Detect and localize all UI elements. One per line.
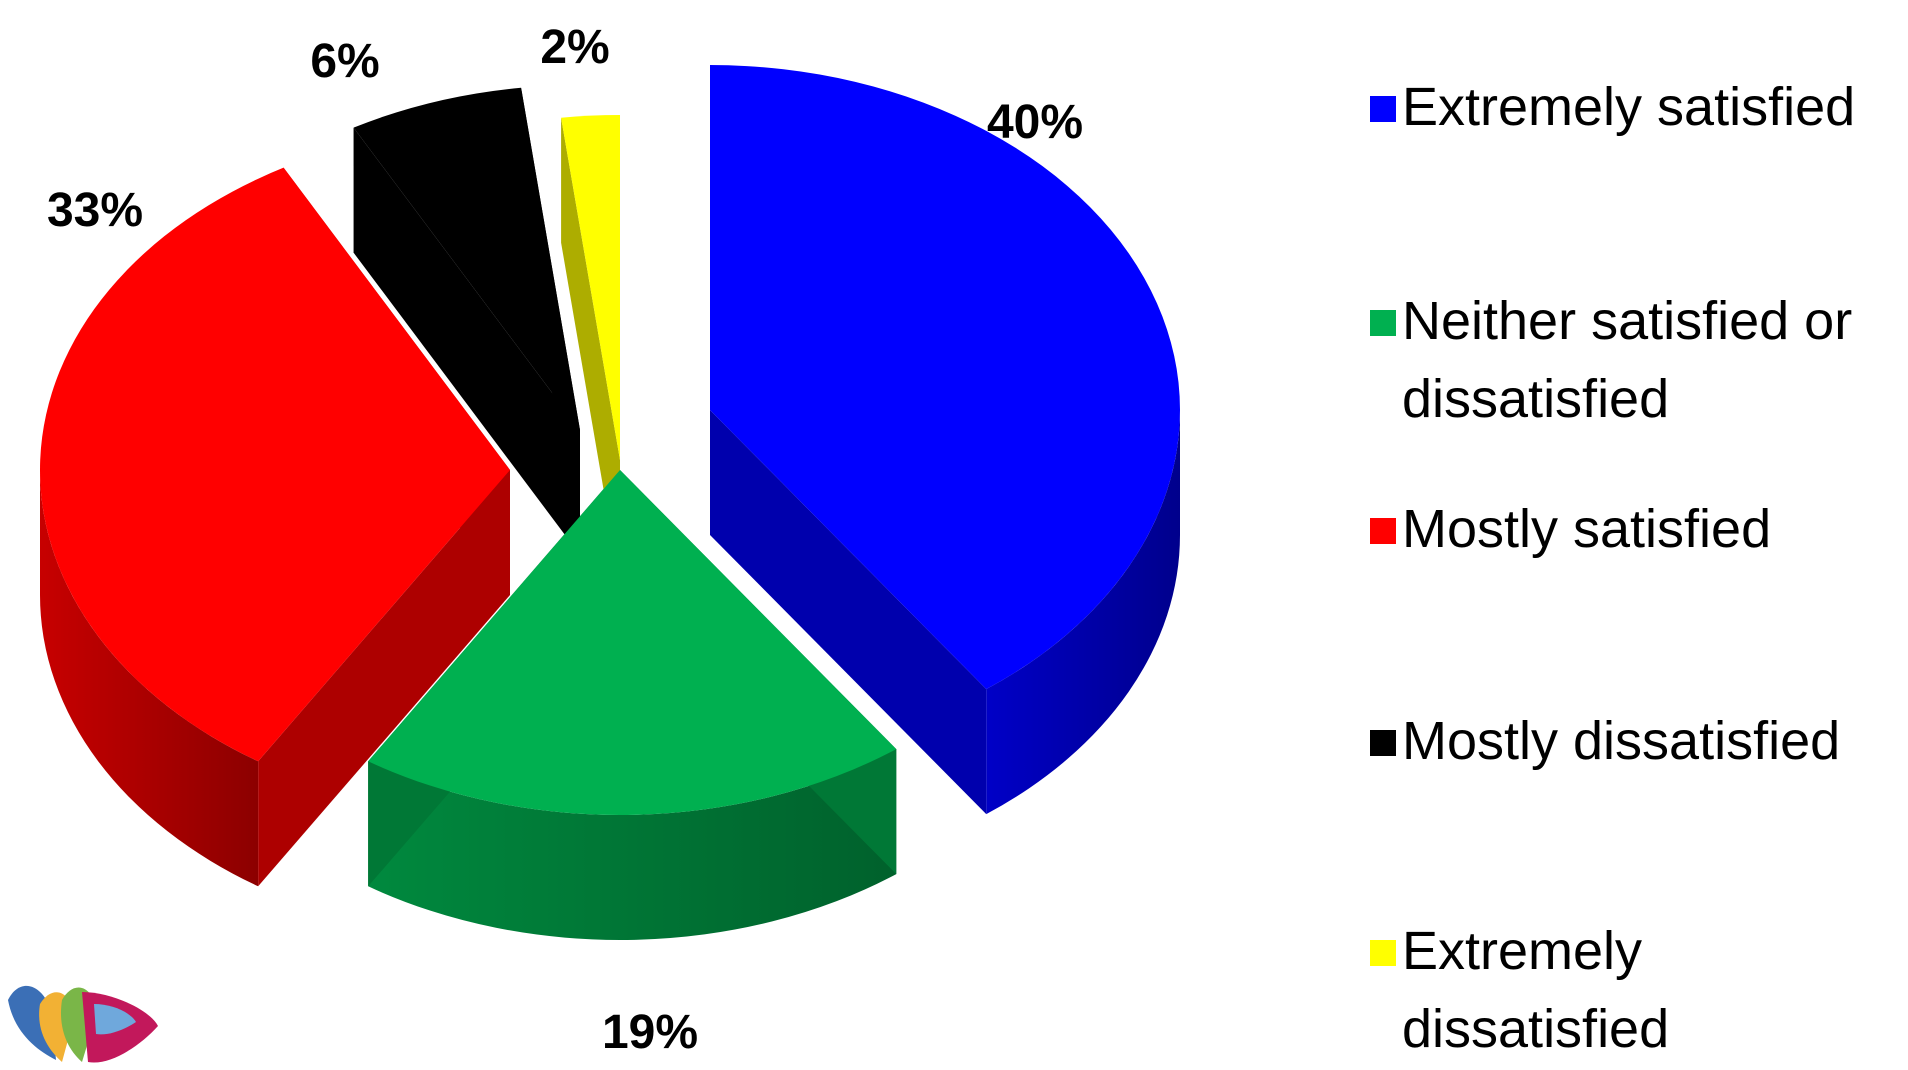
pie-data-label: 19% [602, 1006, 698, 1059]
logo-petal-lightblue [94, 1004, 136, 1035]
pie-data-label: 40% [987, 96, 1083, 149]
pie-slice-wall [561, 117, 620, 585]
legend-label: Neither satisfied or dissatisfied [1402, 291, 1853, 429]
pie-data-label: 33% [47, 184, 143, 237]
legend-swatch [1370, 518, 1396, 544]
pie-chart: 40% 19% 33% 6% 2% [39, 21, 1180, 1059]
legend-item: Extremely satisfied [1370, 68, 1855, 146]
legend-swatch [1370, 310, 1396, 336]
legend-swatch [1370, 730, 1396, 756]
pie-slice [710, 65, 1180, 690]
pie-slice-wall [353, 127, 580, 555]
pie-slice [353, 87, 580, 430]
legend-label: Extremely dissatisfied [1402, 921, 1670, 1059]
pie-slice-side [986, 410, 1180, 815]
pie-slice-side [40, 470, 259, 887]
brand-logo-icon [8, 985, 158, 1063]
legend-swatch [1370, 96, 1396, 122]
legend-label: Mostly satisfied [1402, 499, 1772, 559]
pie-slice [561, 115, 620, 460]
pie-slice-wall [710, 410, 987, 815]
pie-slice [368, 470, 897, 815]
legend-item: Mostly satisfied [1370, 490, 1771, 568]
chart-legend: Extremely satisfied Neither satisfied or … [1370, 0, 1908, 1070]
pie-data-label: 2% [540, 21, 609, 74]
legend-label: Extremely satisfied [1402, 77, 1856, 137]
legend-label: Mostly dissatisfied [1402, 711, 1841, 771]
legend-item: Extremely dissatisfied [1370, 912, 1908, 1068]
legend-item: Neither satisfied or dissatisfied [1370, 282, 1852, 438]
pie-tops [39, 65, 1180, 815]
pie-labels: 40% 19% 33% 6% 2% [47, 21, 1083, 1059]
pie-slice-side [368, 749, 897, 940]
legend-swatch [1370, 940, 1396, 966]
pie-data-label: 6% [310, 35, 379, 88]
legend-item: Mostly dissatisfied [1370, 702, 1840, 780]
pie-slice-wall [258, 470, 510, 887]
pie-slice [39, 167, 510, 762]
